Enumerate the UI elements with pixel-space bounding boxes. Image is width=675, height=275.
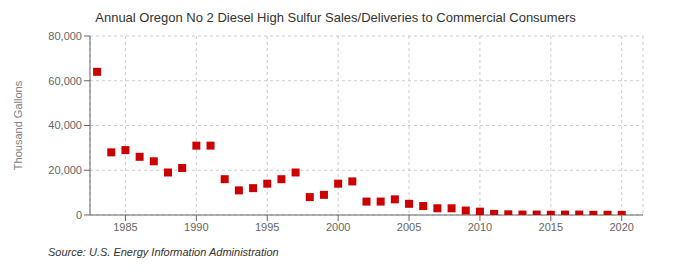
svg-text:2020: 2020 xyxy=(609,221,633,233)
svg-text:40,000: 40,000 xyxy=(48,119,82,131)
html-text:Annual Oregon No 2 Diesel High: Annual Oregon No 2 Diesel High Sulfur Sa… xyxy=(95,10,576,25)
svg-text:0: 0 xyxy=(76,209,82,221)
svg-text:Thousand Gallons: Thousand Gallons xyxy=(12,80,24,170)
svg-text:1985: 1985 xyxy=(113,221,137,233)
svg-text:1995: 1995 xyxy=(255,221,279,233)
svg-text:2000: 2000 xyxy=(326,221,350,233)
svg-text:2010: 2010 xyxy=(468,221,492,233)
svg-text:20,000: 20,000 xyxy=(48,164,82,176)
svg-text:60,000: 60,000 xyxy=(48,75,82,87)
html-text:Source: U.S. Energy Informatio: Source: U.S. Energy Information Administ… xyxy=(48,246,279,258)
svg-text:2015: 2015 xyxy=(539,221,563,233)
svg-text:80,000: 80,000 xyxy=(48,30,82,42)
svg-text:2005: 2005 xyxy=(397,221,421,233)
svg-text:1990: 1990 xyxy=(184,221,208,233)
